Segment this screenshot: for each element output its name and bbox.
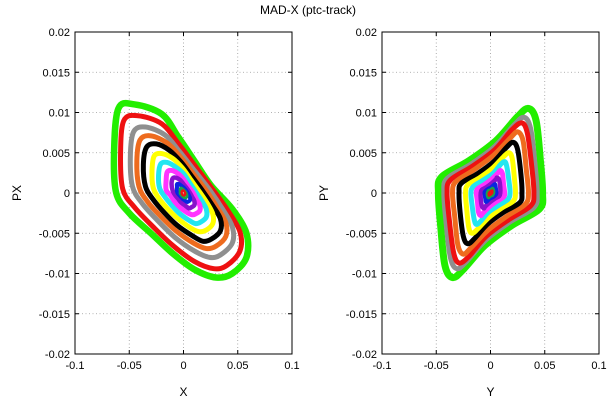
orbit-6 [149,150,217,235]
x-axis-label: X [179,385,187,399]
x-tick-label: 0 [180,360,186,372]
orbit-7 [155,159,210,227]
y-axis-label: PY [317,185,331,201]
y-tick-label: -0.02 [352,349,377,361]
x-tick-label: 0 [487,360,493,372]
panel-px-vs-x: -0.1 -0.05 0 0.05 0.1 0.02 0.015 0.01 0.005 0 -0.0… [10,27,300,399]
x-tick-label: -0.05 [117,360,142,372]
orbit-12 [180,189,187,197]
y-tick-label: -0.01 [45,269,70,281]
orbit-12 [487,189,494,197]
x-tick-label: 0.05 [534,360,555,372]
y-tick-label: 0.005 [42,148,70,160]
chart-title: MAD-X (ptc-track) [260,3,356,17]
y-tick-label: -0.005 [39,228,70,240]
orbit-5 [456,139,525,247]
orbit-8 [163,167,203,218]
orbit-3 [444,120,537,266]
orbit-7 [468,159,513,227]
orbit-8 [473,167,508,219]
plot-frame [381,31,600,355]
x-axis-label: Y [486,385,494,399]
y-tick-label: 0 [64,188,70,200]
x-tick-label: 0.05 [227,360,248,372]
y-tick-label: -0.02 [45,349,70,361]
y-tick-label: 0.01 [49,108,70,120]
x-tick-label: 0.1 [284,360,299,372]
y-tick-label: 0.02 [356,27,377,39]
x-tick-label: 0.1 [591,360,606,372]
orbit-2 [118,112,245,272]
orbit-3 [127,124,237,261]
y-tick-label: -0.01 [352,269,377,281]
x-tick-label: -0.1 [66,360,85,372]
y-tick-label: 0.005 [349,148,377,160]
orbit-11 [485,186,496,200]
y-tick-label: -0.005 [346,228,377,240]
orbit-9 [169,175,197,211]
y-tick-label: 0.01 [356,108,377,120]
orbit-1 [110,99,252,281]
orbit-10 [174,181,193,205]
orbit-5 [140,141,224,244]
orbit-1 [434,104,547,282]
y-tick-label: 0 [371,188,377,200]
orbit-4 [134,133,230,252]
plot-frame [74,31,293,355]
y-tick-label: 0.015 [349,67,377,79]
y-tick-label: 0.015 [42,67,70,79]
x-tick-label: -0.05 [424,360,449,372]
y-tick-label: -0.015 [39,309,70,321]
y-tick-label: -0.015 [346,309,377,321]
orbit-4 [450,129,531,257]
panel-py-vs-y: -0.1 -0.05 0 0.05 0.1 0.02 0.015 0.01 0.005 0 -0.0… [317,27,607,399]
x-tick-label: -0.1 [373,360,392,372]
orbit-6 [463,150,518,236]
y-axis-label: PX [10,185,24,201]
y-tick-label: 0.02 [49,27,70,39]
orbit-10 [482,182,499,204]
orbit-9 [478,175,503,211]
orbit-11 [178,186,189,200]
